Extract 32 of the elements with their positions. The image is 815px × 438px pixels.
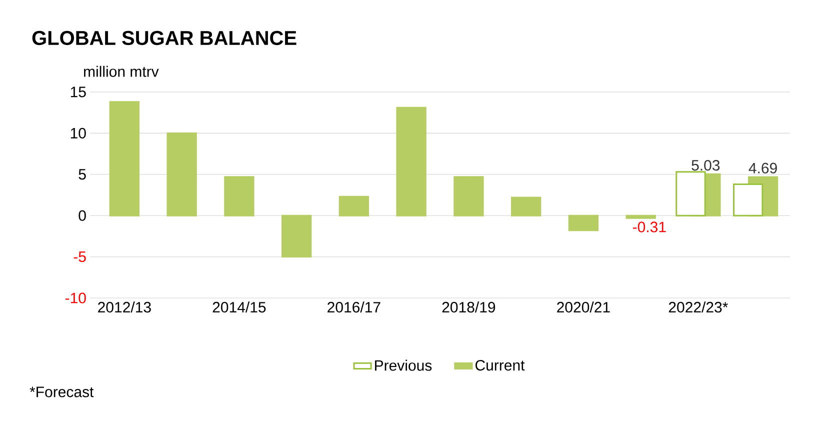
bar xyxy=(166,132,197,216)
data-label: 5.03 xyxy=(692,160,720,171)
bar xyxy=(676,171,706,216)
y-tick-label: 0 xyxy=(78,210,86,221)
y-tick-label: 5 xyxy=(78,169,86,180)
text: *Forecast xyxy=(30,386,94,398)
bar xyxy=(568,214,599,232)
legend-label: Previous xyxy=(375,360,432,371)
x-tick-label: 2016/17 xyxy=(328,302,380,313)
y-tick-label: 10 xyxy=(70,128,86,138)
y-tick-label: -10 xyxy=(65,292,86,304)
bar xyxy=(224,176,254,216)
bar xyxy=(733,184,764,216)
bar xyxy=(626,214,656,219)
data-label: -0.31 xyxy=(632,222,666,232)
x-tick-label: 2014/15 xyxy=(212,302,266,313)
y-tick-label: -5 xyxy=(74,252,86,262)
bar xyxy=(338,196,370,216)
bar xyxy=(281,214,312,258)
chart-title: GLOBAL SUGAR BALANCE xyxy=(32,30,296,46)
bar xyxy=(454,176,484,216)
legend-label: Current xyxy=(476,360,525,371)
data-label: 4.69 xyxy=(748,162,777,174)
bar xyxy=(396,106,426,216)
x-tick-label: 2022/23* xyxy=(668,302,728,313)
x-tick-label: 2018/19 xyxy=(442,302,496,313)
bar xyxy=(510,196,542,216)
y-tick-label: 15 xyxy=(70,86,86,98)
bar xyxy=(109,101,140,216)
x-tick-label: 2012/13 xyxy=(98,302,151,313)
y-axis-title: million mtrv xyxy=(84,66,159,77)
x-tick-label: 2020/21 xyxy=(557,302,610,313)
